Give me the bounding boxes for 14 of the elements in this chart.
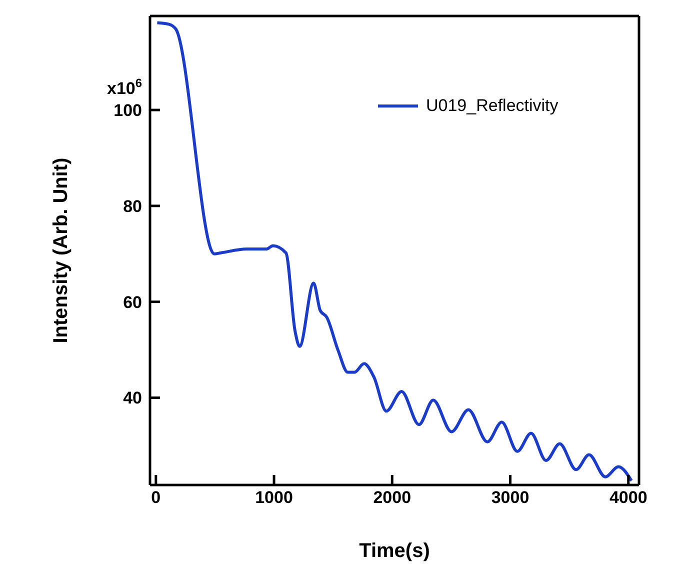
x-tick-label: 1000 (255, 488, 293, 508)
line-series (156, 21, 633, 482)
y-tick-label: 40 (123, 388, 142, 408)
x-axis-title: Time(s) (359, 540, 430, 562)
y-tick-label: 60 (123, 292, 142, 312)
y-tick-label: 100 (114, 100, 142, 120)
x-tick-label: 2000 (373, 488, 412, 508)
x-tick-label: 4000 (609, 488, 648, 508)
x-tick-label: 0 (151, 488, 161, 508)
legend-label: U019_Reflectivity (426, 96, 558, 116)
y-tick-label: 80 (123, 196, 142, 216)
x-tick-label: 3000 (491, 488, 530, 508)
text: x10$^{6}$ (107, 76, 142, 98)
y-axis-title: Intensity (Arb. Unit) (50, 158, 72, 344)
